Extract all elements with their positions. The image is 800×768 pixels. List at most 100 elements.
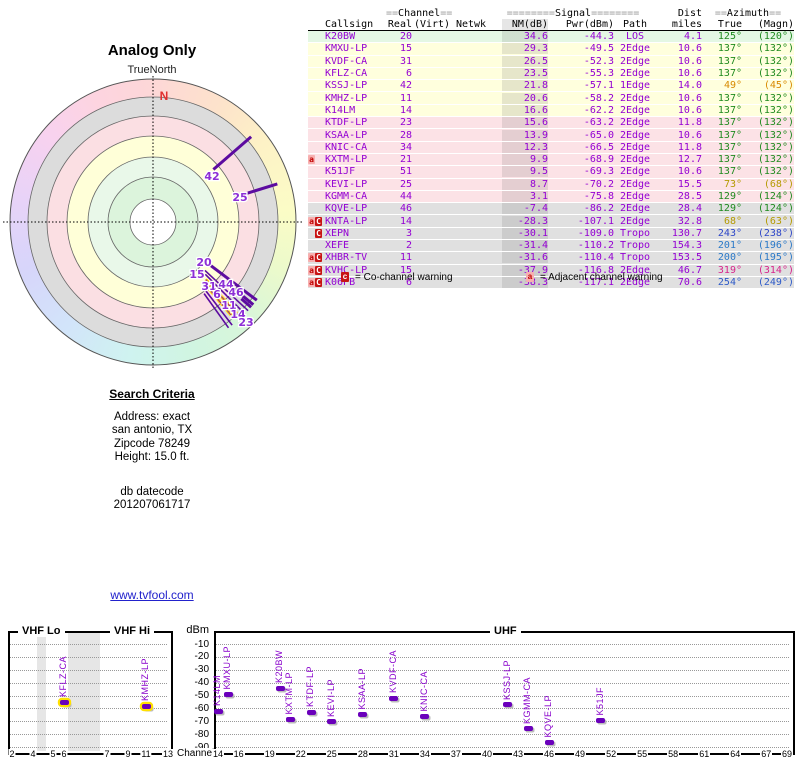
cell-real: 6	[405, 68, 412, 80]
chart-station-label: K51JF	[594, 686, 605, 716]
cell-callsign: K51JF	[325, 166, 356, 178]
table-row: KFLZ-CA 6 23.5 -55.3 2Edge 10.6 137° (132°)	[308, 67, 794, 81]
channel-tick-label: 40	[480, 749, 493, 759]
spectrum-chart: VHF Lo VHF Hi UHF dBm Channel -10 -20 -30-…	[0, 620, 800, 768]
cell-pwr: -86.2	[583, 203, 614, 215]
cell-real: 14	[399, 215, 412, 227]
search-criteria: Search Criteria Address: exact san anton…	[52, 387, 252, 513]
cell-wa: a	[308, 265, 315, 275]
cell-wc	[315, 81, 322, 90]
cell-magn: (120°)	[757, 31, 794, 43]
channel-tick-label: 46	[543, 749, 556, 759]
search-address-mode: Address: exact	[113, 410, 191, 423]
cell-path: 2Edge	[619, 277, 651, 289]
cell-miles: 10.6	[677, 129, 702, 141]
cell-miles: 10.6	[677, 92, 702, 104]
signal-marker-KVDF-CA	[389, 695, 399, 701]
cell-wa	[308, 57, 315, 66]
cell-callsign: XHBR-TV	[325, 252, 368, 264]
dbm-tick-label: -80	[194, 728, 209, 740]
cell-miles: 28.4	[677, 203, 702, 215]
cell-pwr: -116.8	[577, 264, 614, 276]
cell-pwr: -109.0	[577, 227, 614, 239]
cell-magn: (132°)	[757, 104, 794, 116]
signal-marker-KQVE-LP	[544, 739, 554, 745]
radar-spoke-label: 11	[221, 299, 236, 312]
cell-true: 319°	[717, 264, 742, 276]
signal-marker-KFLZ-CA	[59, 699, 69, 705]
cell-pwr: -62.2	[583, 104, 614, 116]
col-real: Real	[387, 19, 412, 30]
cell-wc: C	[315, 278, 322, 288]
channel-tick-label: 6	[60, 749, 68, 759]
cell-wa: a	[308, 155, 315, 165]
table-row: a KXTM-LP 21 9.9 -68.9 2Edge 12.7 137° (132°)	[308, 153, 794, 167]
chart-station-label: KSSJ-LP	[501, 659, 512, 700]
col-pwr: Pwr(dBm)	[565, 19, 614, 30]
cell-nm: 13.9	[490, 129, 548, 141]
gridline-uhf	[216, 644, 789, 645]
table-row: K20BW 20 34.6 -44.3 LOS 4.1 125° (120°)	[308, 31, 794, 44]
cell-miles: 153.5	[671, 252, 702, 264]
dbm-tick-label: -70	[194, 715, 209, 727]
cell-callsign: K14LM	[325, 104, 356, 116]
dbm-tick-label: -30	[194, 664, 209, 676]
cell-path: 2Edge	[619, 154, 651, 166]
cell-wc	[315, 32, 322, 41]
radar-spoke-ch44	[232, 286, 255, 306]
cell-path: 2Edge	[619, 264, 651, 276]
channel-tick-label: 11	[140, 749, 152, 759]
cell-miles: 28.5	[677, 191, 702, 202]
radar-spoke-ch25	[245, 182, 278, 196]
cell-magn: (132°)	[757, 141, 794, 153]
radar-spoke-label: 15	[189, 268, 204, 281]
chart-station-label: KTDF-LP	[305, 666, 316, 708]
cell-callsign: K20BW	[325, 31, 356, 43]
channel-tick-label: 64	[729, 749, 742, 759]
col-nm: NM(dB)	[490, 19, 548, 30]
gridline-uhf	[216, 682, 789, 684]
cell-path: 2Edge	[619, 141, 651, 153]
channel-tick-label: 13	[161, 749, 175, 759]
cell-real: 21	[399, 154, 412, 166]
channel-tick-label: 2	[8, 749, 16, 759]
cell-real: 46	[399, 203, 412, 215]
cell-true: 49°	[723, 80, 742, 92]
cell-path: 2Edge	[619, 104, 651, 116]
cell-real: 2	[405, 240, 412, 252]
channel-tick-label: 43	[511, 749, 525, 759]
cell-real: 44	[399, 191, 412, 202]
cell-nm: 29.3	[490, 43, 548, 55]
radar-spoke-label: 42	[204, 170, 219, 183]
table-row: C XEPN 3 -30.1 -109.0 Tropo 130.7 243° (238°)	[308, 227, 794, 241]
cell-callsign: KGMM-CA	[325, 191, 368, 202]
cell-real: 11	[399, 92, 412, 104]
adjacent-channel-legend-text: = Adjacent channel warning	[540, 272, 663, 283]
table-row: a C KVHC-LP 15 -37.9 -116.8 2Edge 46.7 319° (314°…	[308, 264, 794, 277]
chart-station-label: K14LM	[212, 675, 222, 707]
search-zipcode: Zipcode 78249	[113, 437, 191, 450]
tvfool-link[interactable]: www.tvfool.com	[110, 588, 194, 602]
gridline-uhf	[216, 708, 789, 710]
cell-path: 2Edge	[619, 166, 651, 178]
cell-wc	[315, 57, 322, 66]
cell-magn: (132°)	[757, 43, 794, 55]
adjacent-channel-legend-icon: a	[526, 272, 534, 282]
cell-wa	[308, 143, 315, 152]
gridline-vhf	[10, 747, 167, 748]
cell-nm: -37.9	[490, 264, 548, 276]
cell-pwr: -75.8	[583, 191, 614, 202]
cell-miles: 10.6	[677, 104, 702, 116]
cell-miles: 10.6	[677, 166, 702, 178]
gridline-vhf	[10, 734, 167, 736]
cell-wc	[315, 69, 322, 78]
cell-wc	[315, 44, 322, 53]
cell-wc	[315, 155, 322, 164]
cell-pwr: -117.1	[577, 277, 614, 289]
cell-wc	[315, 143, 322, 152]
table-group-header: ==Channel== ========Signal======== Dist …	[308, 8, 794, 19]
signal-marker-KNIC-CA	[420, 714, 430, 720]
radar-spoke-label: 46	[228, 286, 244, 299]
cell-callsign: XEPN	[325, 227, 350, 239]
